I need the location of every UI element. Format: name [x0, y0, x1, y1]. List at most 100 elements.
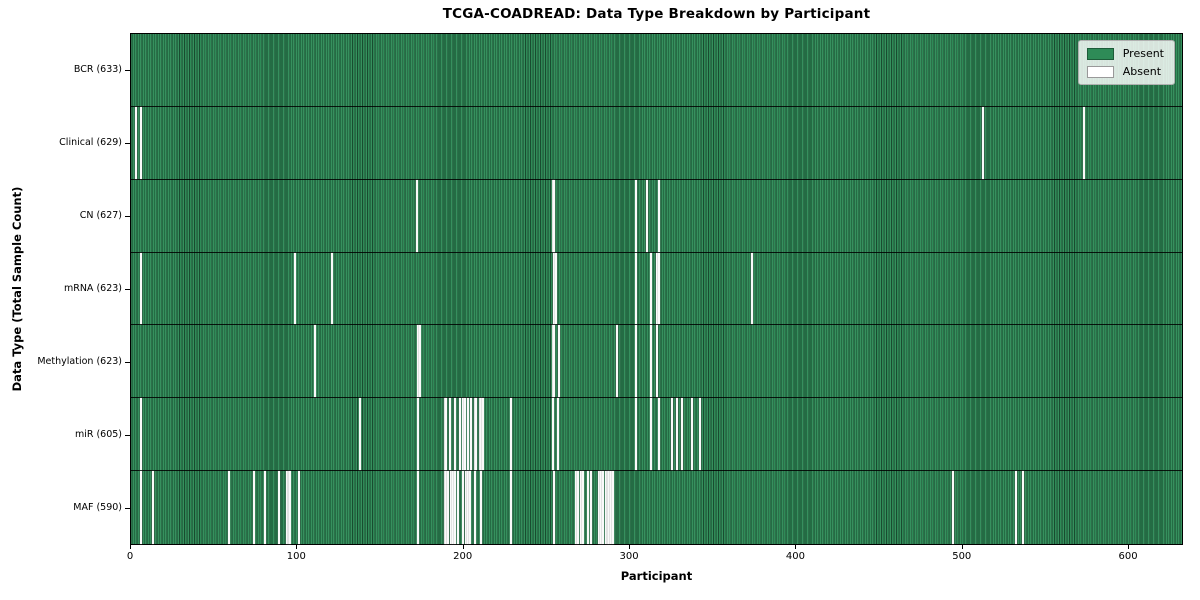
absent-stripe	[480, 398, 483, 471]
xtick-label: 500	[952, 551, 972, 562]
xtick-mark	[961, 545, 963, 549]
absent-stripe	[576, 471, 579, 544]
absent-stripe	[606, 471, 609, 544]
absent-stripe	[634, 179, 637, 252]
ytick-mark	[125, 435, 130, 437]
absent-stripe	[608, 471, 611, 544]
absent-stripe	[417, 471, 420, 544]
absent-stripe	[556, 398, 559, 471]
absent-stripe	[445, 471, 448, 544]
absent-stripe	[470, 398, 473, 471]
absent-stripe	[480, 471, 483, 544]
absent-stripe	[553, 325, 556, 398]
ytick-mark	[125, 142, 130, 144]
absent-stripe	[551, 179, 554, 252]
xtick-mark	[1128, 545, 1130, 549]
absent-stripe	[452, 471, 455, 544]
heatmap-row-clinical	[131, 106, 1182, 180]
absent-stripe	[656, 252, 659, 325]
xtick-mark	[462, 545, 464, 549]
absent-stripe	[297, 471, 300, 544]
ytick-label-bcr: BCR (633)	[73, 63, 122, 75]
absent-stripe	[634, 398, 637, 471]
absent-stripe	[448, 398, 451, 471]
legend-label-present: Present	[1122, 47, 1164, 60]
absent-stripe	[463, 398, 466, 471]
legend: Present Absent	[1077, 40, 1175, 85]
absent-stripe	[415, 179, 418, 252]
absent-stripe	[286, 471, 289, 544]
heatmap-row-mrna	[131, 252, 1182, 326]
absent-stripe	[574, 471, 577, 544]
absent-stripe	[649, 325, 652, 398]
absent-stripe	[681, 398, 684, 471]
absent-stripe	[134, 106, 137, 179]
absent-stripe	[676, 398, 679, 471]
absent-stripe	[657, 179, 660, 252]
xtick-mark	[130, 545, 131, 549]
plot-area: Present Absent	[130, 33, 1183, 545]
absent-stripe	[671, 398, 674, 471]
absent-stripe	[551, 325, 554, 398]
ytick-mark	[125, 69, 130, 71]
absent-stripe	[475, 398, 478, 471]
absent-stripe	[558, 325, 561, 398]
absent-stripe	[657, 398, 660, 471]
absent-stripe	[458, 398, 461, 471]
heatmap-row-bcr	[131, 34, 1182, 107]
absent-stripe	[417, 325, 420, 398]
heatmap-row-maf	[131, 471, 1182, 544]
absent-stripe	[551, 398, 554, 471]
absent-stripe	[468, 471, 471, 544]
absent-stripe	[481, 398, 484, 471]
absent-stripe	[252, 471, 255, 544]
absent-stripe	[553, 252, 556, 325]
legend-item-present: Present	[1086, 47, 1164, 60]
absent-stripe	[478, 398, 481, 471]
absent-swatch	[1086, 65, 1114, 78]
absent-stripe	[616, 325, 619, 398]
absent-stripe	[473, 471, 476, 544]
ytick-label-methylation: Methylation (623)	[37, 356, 122, 368]
absent-stripe	[634, 325, 637, 398]
xtick-label: 300	[619, 551, 639, 562]
absent-stripe	[443, 398, 446, 471]
absent-stripe	[467, 398, 470, 471]
ytick-mark	[125, 215, 130, 217]
absent-stripe	[453, 471, 456, 544]
absent-stripe	[359, 398, 362, 471]
absent-stripe	[634, 252, 637, 325]
absent-stripe	[649, 252, 652, 325]
absent-stripe	[314, 325, 317, 398]
absent-stripe	[609, 471, 612, 544]
absent-stripe	[699, 398, 702, 471]
absent-stripe	[418, 325, 421, 398]
ytick-mark	[125, 362, 130, 364]
absent-stripe	[581, 471, 584, 544]
xtick-label: 0	[126, 551, 134, 562]
heatmap-row-methylation	[131, 325, 1182, 399]
absent-stripe	[462, 398, 465, 471]
absent-stripe	[510, 471, 513, 544]
absent-stripe	[601, 471, 604, 544]
absent-stripe	[555, 252, 558, 325]
absent-stripe	[287, 471, 290, 544]
absent-stripe	[951, 471, 954, 544]
absent-stripe	[330, 252, 333, 325]
xtick-label: 600	[1118, 551, 1138, 562]
absent-stripe	[139, 398, 142, 471]
ytick-label-clinical: Clinical (629)	[59, 136, 122, 148]
chart-title: TCGA-COADREAD: Data Type Breakdown by Pa…	[442, 6, 871, 22]
present-swatch	[1086, 47, 1114, 60]
heatmap-row-mir	[131, 398, 1182, 472]
ytick-mark	[125, 289, 130, 290]
absent-stripe	[1014, 471, 1017, 544]
absent-stripe	[750, 252, 753, 325]
absent-stripe	[443, 471, 446, 544]
absent-stripe	[656, 325, 659, 398]
heatmap-row-cn	[131, 179, 1182, 253]
absent-stripe	[289, 471, 292, 544]
absent-stripe	[981, 106, 984, 179]
absent-stripe	[139, 471, 142, 544]
